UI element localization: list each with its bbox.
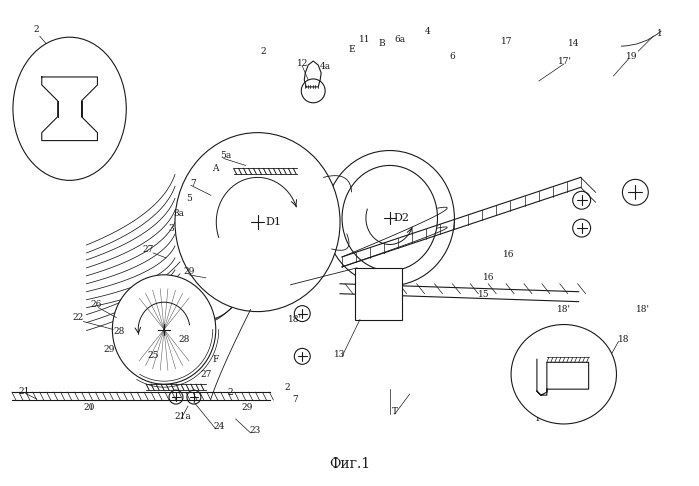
Text: 28: 28 <box>178 335 189 344</box>
Text: 18': 18' <box>636 305 650 314</box>
Text: 29: 29 <box>103 345 115 354</box>
Text: P: P <box>103 71 110 81</box>
Text: 29: 29 <box>242 402 253 412</box>
Ellipse shape <box>511 325 617 424</box>
Text: 4a: 4a <box>319 62 331 70</box>
Text: 26: 26 <box>91 300 102 309</box>
Text: 17: 17 <box>501 36 513 46</box>
Text: 22: 22 <box>73 313 84 322</box>
Text: 29: 29 <box>183 267 194 277</box>
Text: 3a: 3a <box>173 208 185 218</box>
Text: 27: 27 <box>200 370 212 379</box>
Text: 5: 5 <box>186 194 192 203</box>
Text: 18': 18' <box>557 305 571 314</box>
Circle shape <box>301 79 325 103</box>
Text: 4: 4 <box>425 27 431 35</box>
Text: 2: 2 <box>536 390 542 399</box>
Text: F: F <box>212 355 219 364</box>
Text: 20: 20 <box>84 402 95 412</box>
Text: 2: 2 <box>284 382 290 392</box>
Text: 13: 13 <box>334 350 346 359</box>
Text: E: E <box>349 45 355 53</box>
Text: 5a: 5a <box>220 151 231 160</box>
Text: P: P <box>536 415 542 423</box>
Text: 25: 25 <box>147 351 159 360</box>
Ellipse shape <box>342 165 438 271</box>
Ellipse shape <box>113 275 216 384</box>
Bar <box>355 268 402 320</box>
Text: B: B <box>378 39 385 48</box>
Polygon shape <box>42 77 97 140</box>
Polygon shape <box>304 61 321 87</box>
Ellipse shape <box>13 37 127 180</box>
Text: A: A <box>212 164 219 173</box>
Text: 14: 14 <box>568 39 579 48</box>
Text: 2: 2 <box>228 388 233 397</box>
Text: 2: 2 <box>33 25 38 34</box>
Text: 12: 12 <box>296 58 308 68</box>
Text: 17': 17' <box>558 56 572 66</box>
Text: 16: 16 <box>503 250 515 260</box>
Text: T: T <box>391 406 398 416</box>
Text: 21: 21 <box>18 387 29 396</box>
Text: Фиг.1: Фиг.1 <box>329 457 370 471</box>
Text: 3: 3 <box>168 224 174 233</box>
Text: 2: 2 <box>261 47 266 55</box>
Text: 24: 24 <box>213 422 224 432</box>
Text: 11: 11 <box>359 35 370 44</box>
Text: 21a: 21a <box>175 413 192 421</box>
Text: 27: 27 <box>143 245 154 255</box>
Text: 6: 6 <box>449 52 455 61</box>
Text: 1: 1 <box>657 29 663 38</box>
Text: 18': 18' <box>288 315 302 324</box>
Text: D2: D2 <box>394 213 410 223</box>
Text: 7: 7 <box>292 395 298 403</box>
Text: 6a: 6a <box>394 35 405 44</box>
Text: 23: 23 <box>250 426 261 435</box>
Text: 16: 16 <box>484 273 495 282</box>
Polygon shape <box>537 359 589 395</box>
Text: D1: D1 <box>266 217 282 227</box>
Text: 15: 15 <box>478 290 490 299</box>
Text: 18: 18 <box>618 335 629 344</box>
Text: 7: 7 <box>190 179 196 188</box>
Ellipse shape <box>175 133 340 312</box>
Text: 19: 19 <box>626 52 637 61</box>
Text: 28: 28 <box>114 327 125 336</box>
